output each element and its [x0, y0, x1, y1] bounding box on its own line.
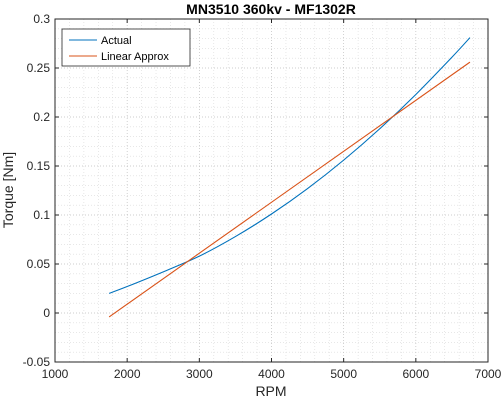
series-line-actual	[108, 37, 471, 294]
minor-grid	[55, 19, 488, 362]
x-tick-labels: 1000 2000 3000 4000 5000 6000 7000	[42, 367, 502, 381]
legend: Actual Linear Approx	[61, 28, 191, 67]
x-axis-label: RPM	[255, 383, 286, 399]
x-tick-label: 2000	[114, 367, 141, 381]
x-tick-label: 5000	[330, 367, 357, 381]
y-tick-label: 0.25	[27, 61, 51, 75]
legend-label-linear-approx: Linear Approx	[101, 51, 169, 63]
y-tick-label: -0.05	[23, 355, 51, 369]
y-tick-label: 0	[43, 306, 50, 320]
x-tick-label: 7000	[475, 367, 502, 381]
x-tick-label: 6000	[402, 367, 429, 381]
legend-box	[61, 28, 191, 67]
y-tick-label: 0.2	[33, 110, 50, 124]
chart-title: MN3510 360kv - MF1302R	[186, 1, 356, 17]
axis-ticks	[54, 18, 489, 363]
x-tick-label: 4000	[258, 367, 285, 381]
x-tick-label: 3000	[186, 367, 213, 381]
y-axis-label: Torque [Nm]	[0, 152, 16, 228]
y-tick-label: 0.05	[27, 257, 51, 271]
x-tick-label: 1000	[42, 367, 69, 381]
y-tick-label: 0.15	[27, 159, 51, 173]
legend-label-actual: Actual	[101, 35, 132, 47]
y-tick-label: 0.3	[33, 12, 50, 26]
y-tick-label: 0.1	[33, 208, 50, 222]
y-tick-labels: -0.05 0 0.05 0.1 0.15 0.2 0.25 0.3	[23, 12, 51, 369]
series-line-linear-approx	[108, 61, 471, 318]
series-layer	[108, 37, 471, 318]
